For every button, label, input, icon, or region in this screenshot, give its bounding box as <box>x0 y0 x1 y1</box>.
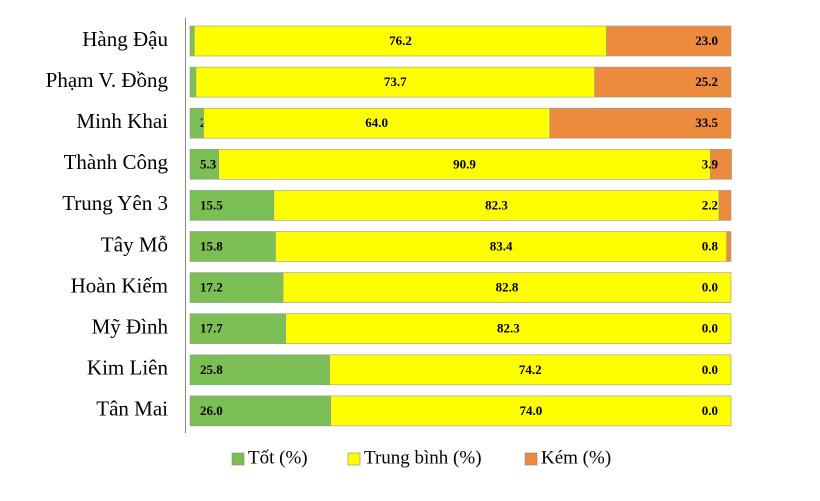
bar-segment <box>195 66 595 98</box>
bar-segment <box>329 354 732 386</box>
value-label: 73.7 <box>384 74 407 89</box>
value-label: 0.0 <box>702 403 718 418</box>
bar-segment <box>718 190 732 221</box>
category-label: Hoàn Kiếm <box>71 273 168 297</box>
bar-segment <box>285 313 732 345</box>
bar-segment <box>330 395 732 427</box>
category-label: Mỹ Đình <box>92 315 169 339</box>
bar-segment <box>189 190 275 221</box>
value-label: 82.3 <box>485 197 508 212</box>
bar-segment <box>189 354 330 386</box>
value-label: 3.9 <box>702 156 719 171</box>
bar-segment <box>194 25 607 57</box>
value-label: 64.0 <box>365 115 388 130</box>
value-label: 74.2 <box>519 362 542 377</box>
bar-segment <box>189 272 284 303</box>
bar-segment <box>726 231 732 262</box>
value-label: 82.3 <box>497 321 520 336</box>
category-label: Tây Mỗ <box>101 232 168 256</box>
legend-swatch <box>524 452 538 466</box>
value-label: 0.0 <box>702 362 718 377</box>
value-label: 33.5 <box>695 115 718 130</box>
value-label: 74.0 <box>519 403 542 418</box>
category-label: Hàng Đậu <box>82 27 168 51</box>
bar-segment <box>189 66 197 98</box>
value-label: 83.4 <box>490 238 513 253</box>
value-label: 2.2 <box>702 197 718 212</box>
value-label: 17.7 <box>200 321 223 336</box>
value-label: 26.0 <box>200 403 223 418</box>
value-label: 5.3 <box>200 156 217 171</box>
legend-label: Kém (%) <box>541 447 611 468</box>
bar-segment <box>282 272 732 303</box>
bar-segment <box>189 231 276 262</box>
bar-segment <box>549 107 732 139</box>
category-label: Phạm V. Đồng <box>46 68 169 92</box>
bar-segment <box>594 66 732 98</box>
bar-segment <box>189 149 219 180</box>
value-label: 76.2 <box>389 33 412 48</box>
category-label: Trung Yên 3 <box>62 191 168 215</box>
value-label: 25.8 <box>200 362 223 377</box>
bar-segment <box>189 313 287 345</box>
bar-segment <box>203 107 551 139</box>
legend-label: Tốt (%) <box>248 447 308 468</box>
value-label: 0.0 <box>702 321 718 336</box>
bar-segment <box>275 231 727 262</box>
value-label: 17.2 <box>200 280 223 295</box>
value-label: 15.5 <box>200 197 223 212</box>
category-label: Minh Khai <box>76 109 168 133</box>
legend-swatch <box>347 452 361 466</box>
bar-segment <box>189 25 195 57</box>
category-label: Thành Công <box>64 150 169 174</box>
value-label: 15.8 <box>200 238 223 253</box>
category-label: Kim Liên <box>87 356 169 380</box>
bar-segment <box>273 190 720 221</box>
bar-segment <box>218 149 711 180</box>
legend-swatch <box>231 452 245 466</box>
value-label: 23.0 <box>695 33 718 48</box>
value-label: 0.8 <box>702 238 719 253</box>
value-label: 25.2 <box>695 74 718 89</box>
bar-segment <box>606 25 732 57</box>
legend-label: Trung bình (%) <box>364 447 482 468</box>
value-label: 82.8 <box>496 280 519 295</box>
category-label: Tân Mai <box>96 397 168 421</box>
value-label: 0.0 <box>702 280 718 295</box>
bar-segment <box>710 149 732 180</box>
value-label: 90.9 <box>453 156 476 171</box>
